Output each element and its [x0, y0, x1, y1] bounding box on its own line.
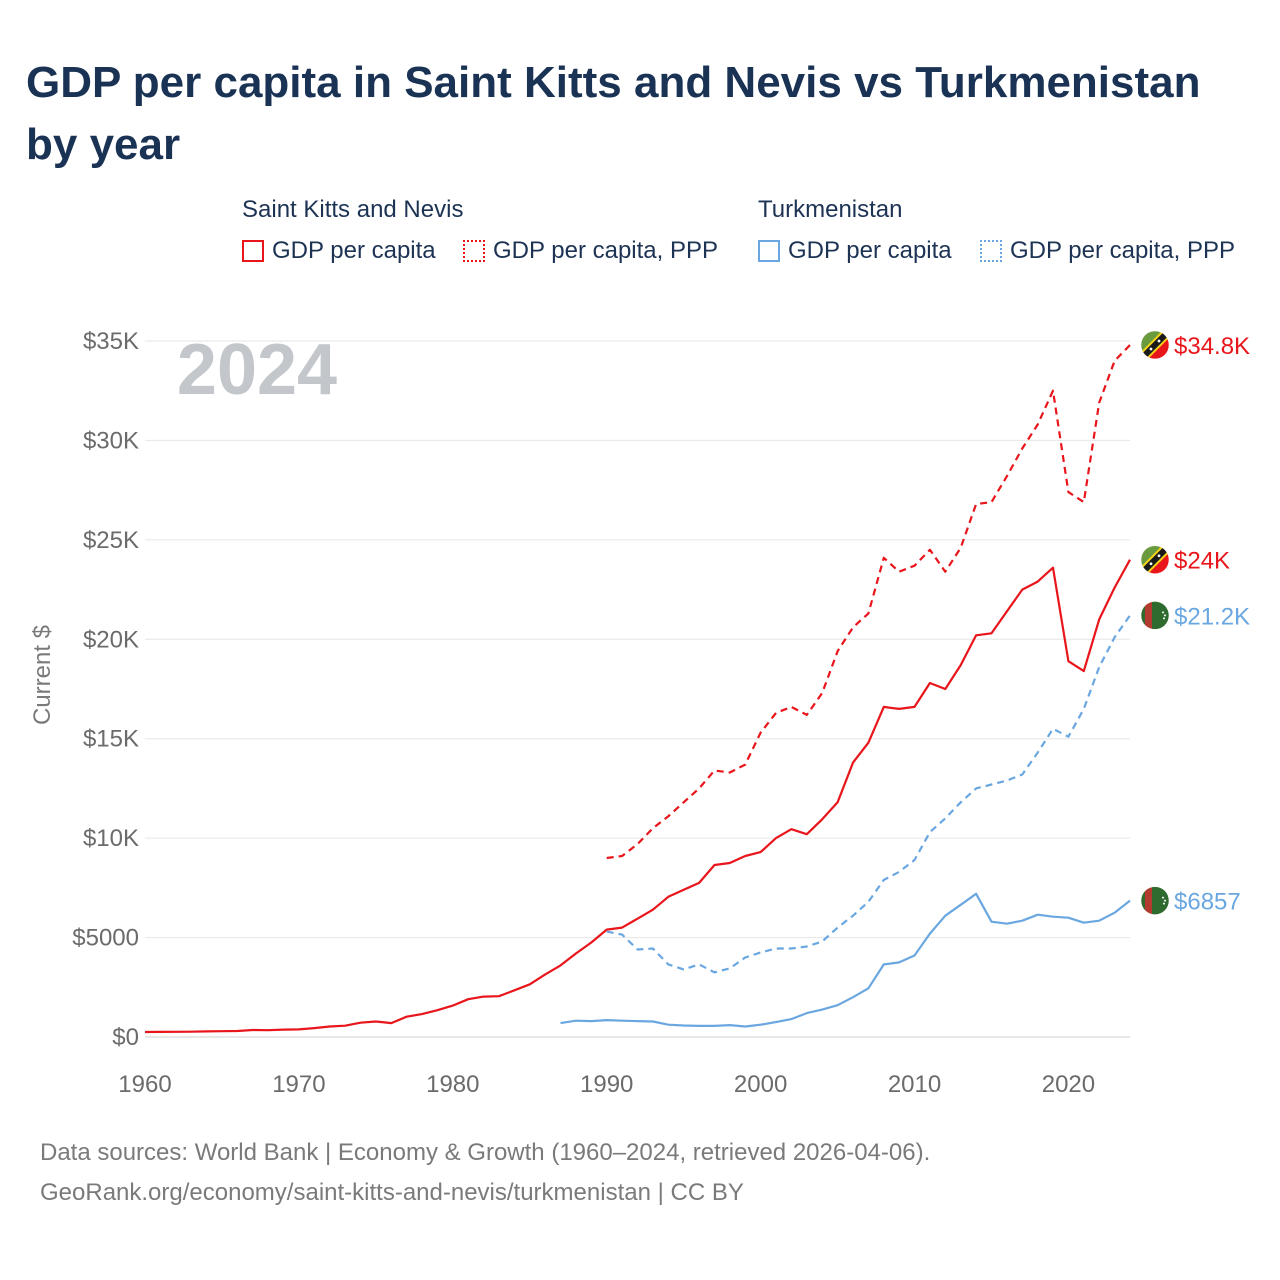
legend-item-tm-gdp[interactable]: GDP per capita [758, 236, 952, 266]
series-line-3[interactable] [560, 892, 1131, 1028]
x-tick-label: 2010 [888, 1071, 941, 1098]
legend-item-kn-ppp[interactable]: GDP per capita, PPP [463, 236, 718, 266]
y-tick-label: $25K [83, 527, 139, 554]
y-tick-label: $5000 [72, 925, 139, 952]
y-tick-label: $0 [112, 1024, 139, 1051]
legend-swatch-dotted-blue [980, 240, 1002, 262]
x-tick-label: 2020 [1042, 1071, 1095, 1098]
gridlines [145, 340, 1130, 1038]
flag-turkmenistan-icon [1140, 601, 1170, 630]
legend-item-kn-gdp[interactable]: GDP per capita [242, 236, 436, 266]
y-axis-ticks: $0 $5000 $10K $15K $20K $25K $30K $35K [72, 328, 139, 1051]
source-line: Data sources: World Bank | Economy & Gro… [40, 1139, 931, 1166]
legend-swatch-solid-red [242, 240, 264, 262]
legend-group-saint-kitts: Saint Kitts and Nevis [242, 196, 464, 223]
source-link[interactable]: GeoRank.org/economy/saint-kitts-and-nevi… [40, 1179, 744, 1206]
flag-saint-kitts-icon [1140, 545, 1170, 574]
series-line-0[interactable] [606, 344, 1131, 860]
series-line-2[interactable] [606, 614, 1131, 974]
x-tick-label: 2000 [734, 1071, 787, 1098]
y-tick-label: $15K [83, 726, 139, 753]
flag-turkmenistan-icon [1140, 886, 1170, 915]
y-tick-label: $20K [83, 626, 139, 653]
x-tick-label: 1990 [580, 1071, 633, 1098]
y-tick-label: $10K [83, 825, 139, 852]
legend-item-label: GDP per capita [788, 237, 952, 264]
series-line-1[interactable] [144, 559, 1131, 1034]
legend-item-label: GDP per capita, PPP [1010, 237, 1235, 264]
legend-swatch-dotted-red [463, 240, 485, 262]
series-end-markers: $34.8K $24K $21.2K $6857 [1140, 330, 1250, 916]
legend-group-turkmenistan: Turkmenistan [758, 196, 903, 223]
legend-item-label: GDP per capita [272, 237, 436, 264]
chart-title: GDP per capita in Saint Kitts and Nevis … [26, 58, 1201, 169]
y-tick-label: $30K [83, 427, 139, 454]
series-end-label: $21.2K [1174, 603, 1250, 630]
series-end-label: $6857 [1174, 889, 1241, 916]
x-tick-label: 1980 [426, 1071, 479, 1098]
series-end-label: $34.8K [1174, 333, 1250, 360]
flag-saint-kitts-icon [1140, 330, 1170, 360]
series-end-label: $24K [1174, 548, 1230, 575]
legend-item-label: GDP per capita, PPP [493, 237, 718, 264]
x-tick-label: 1970 [272, 1071, 325, 1098]
x-axis-ticks: 1960 1970 1980 1990 2000 2010 2020 [118, 1071, 1095, 1098]
y-axis-label: Current $ [29, 625, 56, 725]
legend-swatch-solid-blue [758, 240, 780, 262]
legend-item-tm-ppp[interactable]: GDP per capita, PPP [980, 236, 1235, 266]
series-lines [144, 344, 1131, 1034]
x-tick-label: 1960 [118, 1071, 171, 1098]
year-watermark: 2024 [177, 330, 337, 410]
y-tick-label: $35K [83, 328, 139, 355]
